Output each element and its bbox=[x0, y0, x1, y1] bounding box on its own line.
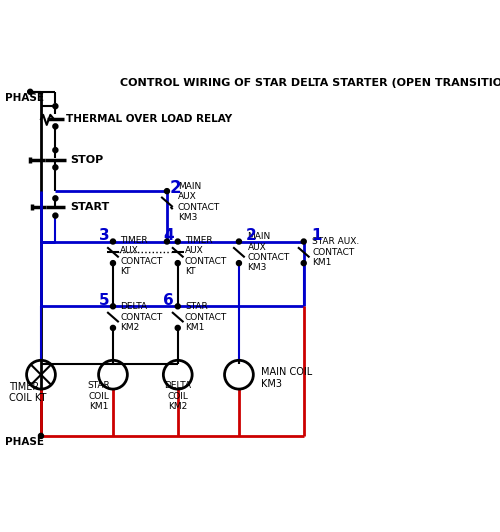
Circle shape bbox=[53, 148, 58, 152]
Text: CONTROL WIRING OF STAR DELTA STARTER (OPEN TRANSITION): CONTROL WIRING OF STAR DELTA STARTER (OP… bbox=[120, 78, 500, 88]
Circle shape bbox=[39, 434, 43, 438]
Circle shape bbox=[176, 239, 180, 244]
Circle shape bbox=[176, 304, 180, 309]
Circle shape bbox=[53, 196, 58, 201]
Text: PHASE: PHASE bbox=[5, 93, 44, 103]
Text: MAIN
AUX
CONTACT
KM3: MAIN AUX CONTACT KM3 bbox=[178, 182, 220, 222]
Text: STAR AUX.
CONTACT
KM1: STAR AUX. CONTACT KM1 bbox=[312, 237, 360, 267]
Circle shape bbox=[53, 213, 58, 218]
Circle shape bbox=[302, 239, 306, 244]
Text: 4: 4 bbox=[164, 228, 174, 243]
Circle shape bbox=[302, 261, 306, 265]
Circle shape bbox=[176, 326, 180, 330]
Text: TIMER
AUX
CONTACT
KT: TIMER AUX CONTACT KT bbox=[120, 236, 162, 276]
Circle shape bbox=[176, 261, 180, 265]
Circle shape bbox=[237, 261, 241, 265]
Circle shape bbox=[53, 104, 58, 109]
Circle shape bbox=[53, 124, 58, 129]
Circle shape bbox=[165, 239, 169, 244]
Circle shape bbox=[111, 304, 115, 309]
Text: 5: 5 bbox=[98, 293, 109, 308]
Text: THERMAL OVER LOAD RELAY: THERMAL OVER LOAD RELAY bbox=[66, 114, 232, 124]
Text: STAR
CONTACT
KM1: STAR CONTACT KM1 bbox=[185, 302, 227, 332]
Text: STOP: STOP bbox=[70, 155, 103, 165]
Text: 1: 1 bbox=[311, 228, 322, 243]
Text: STAR
COIL
KM1: STAR COIL KM1 bbox=[87, 381, 110, 411]
Text: 2: 2 bbox=[170, 179, 181, 196]
Text: 3: 3 bbox=[98, 228, 109, 243]
Text: MAIN COIL
KM3: MAIN COIL KM3 bbox=[260, 368, 312, 389]
Text: DELTA
CONTACT
KM2: DELTA CONTACT KM2 bbox=[120, 302, 162, 332]
Circle shape bbox=[237, 239, 241, 244]
Text: 2: 2 bbox=[246, 228, 257, 243]
Text: MAIN
AUX
CONTACT
KM3: MAIN AUX CONTACT KM3 bbox=[248, 232, 290, 272]
Circle shape bbox=[111, 239, 115, 244]
Circle shape bbox=[53, 165, 58, 170]
Circle shape bbox=[28, 89, 32, 94]
Circle shape bbox=[111, 261, 115, 265]
Text: START: START bbox=[70, 202, 109, 212]
Circle shape bbox=[165, 189, 169, 193]
Text: TIMER
AUX
CONTACT
KT: TIMER AUX CONTACT KT bbox=[185, 236, 227, 276]
Text: DELTA
COIL
KM2: DELTA COIL KM2 bbox=[164, 381, 192, 411]
Text: TIMER
COIL KT: TIMER COIL KT bbox=[8, 382, 46, 403]
Text: 6: 6 bbox=[164, 293, 174, 308]
Text: PHASE: PHASE bbox=[5, 437, 44, 447]
Circle shape bbox=[111, 326, 115, 330]
